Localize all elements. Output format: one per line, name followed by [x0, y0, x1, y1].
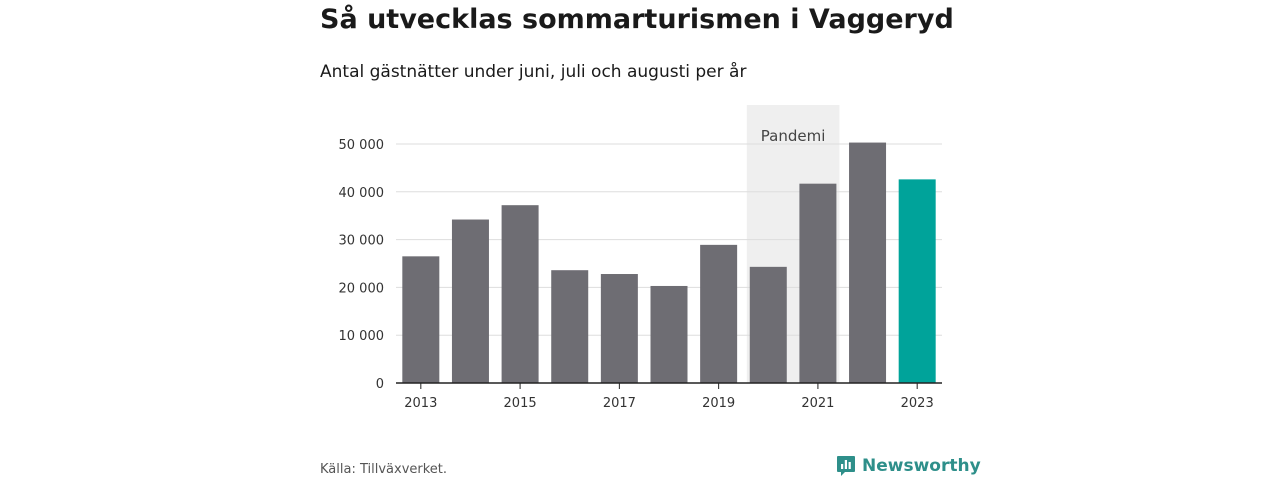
y-tick-label: 50 000 — [339, 138, 385, 153]
y-tick-label: 20 000 — [339, 281, 385, 296]
x-tick-label: 2013 — [404, 396, 437, 411]
x-tick-label: 2017 — [603, 396, 636, 411]
bar-2016 — [551, 270, 589, 383]
bar-2014 — [451, 219, 489, 383]
bar-2018 — [650, 285, 688, 383]
bar-chart: Pandemi 0 10 000 20 000 30 000 40 000 50 000 20… — [339, 105, 942, 411]
y-tick-label: 0 — [376, 377, 384, 392]
bar-2022 — [849, 142, 887, 383]
y-tick-label: 40 000 — [339, 186, 385, 201]
bar-2013 — [402, 256, 440, 383]
bar-2017 — [600, 274, 638, 383]
chart-subtitle: Antal gästnätter under juni, juli och au… — [320, 62, 747, 82]
bar-2019 — [700, 244, 738, 383]
x-tick-label: 2023 — [901, 396, 934, 411]
bar-2023 — [898, 179, 936, 383]
x-tick-label: 2019 — [702, 396, 735, 411]
y-tick-label: 30 000 — [339, 234, 385, 249]
bar-chart-icon — [837, 456, 855, 476]
bar-2020 — [749, 266, 787, 383]
x-tick-label: 2021 — [801, 396, 834, 411]
source-note: Källa: Tillväxverket. — [320, 462, 448, 477]
y-tick-label: 10 000 — [339, 329, 385, 344]
chart-title: Så utvecklas sommarturismen i Vaggeryd — [320, 4, 954, 35]
pandemic-band-label: Pandemi — [761, 127, 826, 145]
bar-2015 — [501, 205, 539, 383]
x-tick-label: 2015 — [504, 396, 537, 411]
bar-2021 — [799, 183, 837, 383]
brand-logo: Newsworthy — [836, 455, 981, 477]
brand-name: Newsworthy — [862, 456, 981, 476]
